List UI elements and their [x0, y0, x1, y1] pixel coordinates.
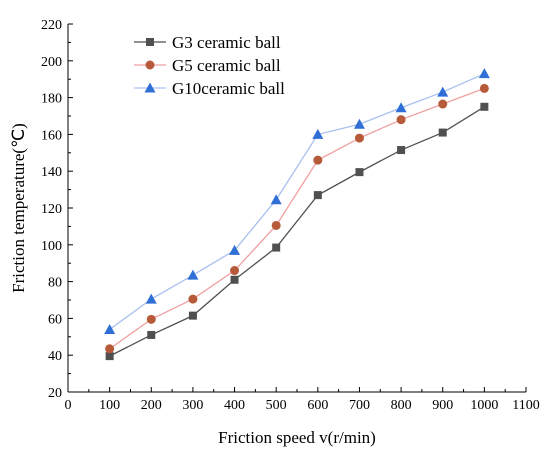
y-tick-label: 220	[41, 18, 62, 33]
legend-label: G10ceramic ball	[172, 79, 285, 98]
series-2	[105, 83, 489, 354]
y-tick-label: 80	[48, 276, 62, 291]
y-axis-title: Friction temperature(℃)	[9, 123, 28, 293]
data-point	[480, 102, 489, 111]
data-point	[105, 352, 114, 361]
data-point	[397, 146, 406, 155]
x-tick-label: 500	[266, 398, 287, 413]
y-tick-label: 20	[48, 386, 62, 401]
y-tick-label: 100	[41, 239, 62, 254]
y-tick-label: 60	[48, 312, 62, 327]
x-axis-title: Friction speed v(r/min)	[218, 428, 376, 447]
axes: 0 100 200 300 400 500 600 700 800 900 1000 1100 20 40…	[41, 18, 540, 413]
data-point	[395, 102, 407, 113]
series-line	[109, 106, 485, 357]
series-layer	[104, 68, 490, 361]
legend-marker	[145, 60, 155, 70]
data-point	[105, 344, 115, 354]
legend-item-1: G3 ceramic ball	[134, 33, 281, 52]
y-tick-label: 140	[41, 165, 62, 180]
data-point	[312, 128, 324, 139]
x-tick-label: 700	[349, 398, 370, 413]
data-point	[272, 243, 281, 252]
x-tick-label: 1100	[512, 398, 539, 413]
data-point	[229, 244, 241, 255]
data-point	[438, 99, 448, 109]
data-point	[478, 68, 490, 79]
y-tick-label: 180	[41, 92, 62, 107]
legend-marker	[146, 38, 154, 46]
data-point	[230, 266, 240, 276]
data-point	[354, 133, 364, 143]
data-point	[479, 83, 489, 93]
series-1	[105, 102, 489, 361]
data-point	[187, 269, 199, 280]
data-point	[271, 220, 281, 230]
data-point	[230, 275, 239, 284]
y-tick-label: 200	[41, 55, 62, 70]
data-point	[355, 168, 364, 177]
legend-item-3: G10ceramic ball	[134, 79, 285, 98]
x-tick-label: 0	[65, 398, 72, 413]
x-tick-label: 900	[432, 398, 453, 413]
data-point	[145, 293, 157, 304]
data-point	[146, 314, 156, 324]
legend-label: G3 ceramic ball	[172, 33, 281, 52]
data-point	[437, 86, 449, 97]
data-point	[353, 118, 365, 129]
x-tick-label: 1000	[470, 398, 498, 413]
data-point	[147, 330, 156, 339]
x-tick-label: 800	[391, 398, 412, 413]
data-point	[396, 115, 406, 125]
y-tick-label: 120	[41, 202, 62, 217]
series-3	[104, 68, 490, 334]
legend-label: G5 ceramic ball	[172, 56, 281, 75]
data-point	[188, 311, 197, 320]
series-line	[109, 87, 485, 350]
y-tick-label: 160	[41, 128, 62, 143]
x-tick-label: 200	[141, 398, 162, 413]
legend: G3 ceramic ball G5 ceramic ball G10ceramic…	[134, 33, 285, 98]
data-point	[438, 128, 447, 137]
x-tick-label: 100	[99, 398, 120, 413]
data-point	[104, 323, 116, 334]
y-tick-label: 40	[48, 349, 62, 364]
data-point	[313, 191, 322, 200]
x-tick-label: 300	[182, 398, 203, 413]
data-point	[188, 294, 198, 304]
legend-marker	[144, 82, 156, 93]
series-line	[109, 73, 485, 330]
x-tick-label: 400	[224, 398, 245, 413]
x-tick-label: 600	[307, 398, 328, 413]
data-point	[313, 155, 323, 165]
legend-item-2: G5 ceramic ball	[134, 56, 281, 75]
data-point	[270, 194, 282, 205]
